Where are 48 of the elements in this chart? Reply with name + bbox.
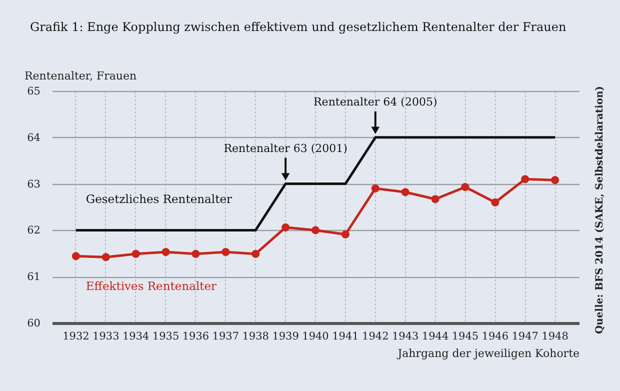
x-tick-label: 1947 — [512, 330, 538, 342]
y-tick-label: 65 — [27, 86, 40, 98]
x-tick-label: 1943 — [392, 330, 419, 342]
chart-title: Grafik 1: Enge Kopplung zwischen effektivem und gesetzlichem Rentenalter der Frauen — [30, 20, 567, 34]
point — [431, 195, 440, 204]
point — [491, 198, 500, 206]
series-label: Effektives Rentenalter — [86, 279, 218, 294]
x-tick-label: 1935 — [152, 330, 180, 342]
x-axis-title: Jahrgang der jeweiligen Kohorte — [396, 347, 580, 360]
y-axis-title: Rentenalter, Frauen — [24, 70, 137, 82]
y-tick-label: 62 — [27, 224, 40, 237]
x-tick-label: 1933 — [92, 330, 120, 342]
x-tick-label: 1934 — [122, 330, 150, 342]
point — [132, 250, 140, 258]
x-tick-label: 1940 — [302, 330, 329, 342]
x-tick-label: 1937 — [212, 330, 240, 342]
text: Gesetzliches Rentenalter — [86, 192, 233, 206]
point — [551, 176, 560, 184]
point — [341, 230, 350, 238]
point — [521, 175, 530, 184]
y-tick-label: 63 — [27, 178, 40, 190]
point — [282, 223, 290, 232]
x-tick-label: 1945 — [452, 330, 479, 342]
x-tick-label: 1942 — [362, 330, 389, 342]
point — [102, 253, 110, 262]
point — [72, 252, 80, 260]
y-tick-label: 60 — [27, 318, 40, 330]
point — [192, 250, 200, 258]
x-tick-label: 1938 — [242, 330, 269, 342]
point — [371, 184, 380, 192]
point — [401, 188, 410, 196]
x-tick-label: 1936 — [182, 330, 210, 342]
x-tick-label: 1944 — [422, 330, 449, 342]
x-tick-label: 1946 — [482, 330, 509, 342]
point — [461, 183, 470, 192]
point — [162, 248, 170, 256]
x-tick-label: 1932 — [62, 330, 90, 342]
annotation: Rentenalter 64 (2005) — [314, 95, 438, 108]
x-tick-label: 1941 — [332, 330, 359, 342]
x-tick-label: 1948 — [542, 330, 568, 342]
point — [252, 250, 260, 258]
y-tick-label: 61 — [27, 271, 40, 284]
y-tick-label: 64 — [27, 132, 41, 144]
source-note: Quelle: BFS 2014 (SAKE, Selbstdeklaration) — [594, 86, 606, 334]
point — [311, 226, 320, 234]
annotation: Rentenalter 63 (2001) — [224, 142, 348, 155]
point — [222, 248, 230, 256]
x-tick-label: 1939 — [272, 330, 299, 342]
